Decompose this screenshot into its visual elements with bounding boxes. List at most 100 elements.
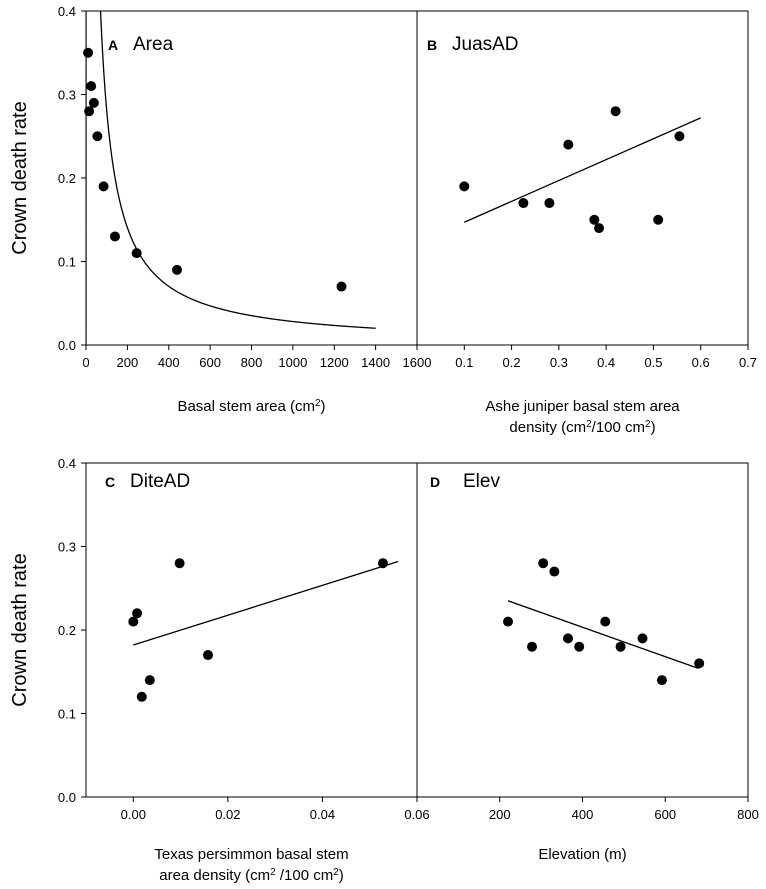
y-axis-label-top: Crown death rate [9,101,31,254]
data-point [574,641,585,652]
x-tick-label: 0.5 [644,355,662,370]
plot-area [464,117,701,223]
data-point [544,198,555,209]
panel-title: Elev [463,471,500,492]
data-point [459,181,470,192]
x-tick-label: 0.04 [310,807,335,822]
data-point [86,81,97,92]
plot-area [507,600,699,670]
data-point [674,131,685,142]
x-tick-label: 400 [158,355,180,370]
y-tick-label: 0.0 [58,790,76,805]
x-tick-label: 200 [489,807,511,822]
panel-letter: D [430,474,440,490]
plot-area [133,560,399,646]
fit-line [464,117,701,223]
y-tick-label: 0.2 [58,171,76,186]
data-point [109,231,120,242]
x-tick-label: 0.02 [215,807,240,822]
data-point [610,106,621,117]
x-tick-label: 1000 [278,355,307,370]
panel-a: 0 200 400 600 800 1000 1200 1400 1600 0.0 0.1 0.2 0.… [58,4,432,416]
data-point [615,641,626,652]
x-tick-label: 600 [654,807,676,822]
data-point [202,650,213,661]
data-point [694,658,705,669]
data-point [563,139,574,150]
x-axis-label: area density (cm2 /100 cm2) [159,867,344,885]
fit-line [507,600,699,670]
panel-c: 0.00 0.02 0.04 0.06 0.0 0.1 0.2 0.3 0.4 C DiteAD Te… [58,456,430,884]
data-point [84,106,95,117]
data-point [518,198,529,209]
data-point [563,633,574,644]
panel-b: 0.1 0.2 0.3 0.4 0.5 0.6 0.7 B JuasAD Ashe juniper… [416,10,757,437]
data-point [589,214,600,225]
plot-frame [85,10,418,346]
x-tick-label: 0.7 [739,355,757,370]
y-tick-label: 0.0 [58,338,76,353]
x-tick-label: 0.3 [550,355,568,370]
x-tick-label: 200 [117,355,139,370]
data-point [549,566,560,577]
data-point [527,641,538,652]
data-point [88,97,99,108]
plot-frame [416,10,749,346]
y-tick-label: 0.1 [58,255,76,270]
x-tick-label: 0.4 [597,355,615,370]
plot-frame [85,462,418,798]
data-point [128,616,139,627]
data-point [600,616,611,627]
y-axis-label-bottom: Crown death rate [9,553,31,706]
data-point [132,608,143,619]
data-point [98,181,109,192]
y-tick-label: 0.4 [58,4,76,19]
x-tick-label: 0.1 [455,355,473,370]
panel-d: 200 400 600 800 D Elev Elevation (m) [416,462,759,863]
panel-letter: B [427,37,437,53]
x-tick-label: 1200 [320,355,349,370]
x-tick-label: 0 [82,355,89,370]
x-tick-label: 0.6 [692,355,710,370]
data-point [92,131,103,142]
x-axis-label: Texas persimmon basal stem [154,846,348,863]
x-tick-label: 0.06 [404,807,429,822]
x-tick-label: 800 [737,807,759,822]
panels: 0 200 400 600 800 1000 1200 1400 16000.00.10.20.… [58,4,759,884]
x-axis-label: Basal stem area (cm2) [177,398,325,416]
y-tick-label: 0.3 [58,540,76,555]
x-tick-label: 0.2 [503,355,521,370]
panel-letter: C [105,474,115,490]
plot-area [86,11,376,345]
fit-curve [86,11,376,345]
data-point [538,558,549,569]
y-tick-label: 0.1 [58,707,76,722]
data-point [172,264,183,275]
y-tick-label: 0.3 [58,88,76,103]
data-point [594,223,605,234]
data-point [637,633,648,644]
plot-frame [416,462,749,798]
data-point [131,248,142,259]
y-tick-label: 0.4 [58,456,76,471]
x-axis-label: density (cm2/100 cm2) [509,419,655,437]
data-point [144,675,155,686]
x-axis-label: Elevation (m) [538,846,626,863]
x-tick-label: 600 [199,355,221,370]
x-tick-label: 1400 [361,355,390,370]
panel-title: Area [133,34,174,55]
x-tick-label: 1600 [403,355,432,370]
data-point [653,214,664,225]
panel-title: JuasAD [452,34,519,55]
data-point [377,558,388,569]
data-point [656,675,667,686]
data-point [136,691,147,702]
x-tick-label: 400 [572,807,594,822]
fit-line [133,560,399,646]
x-axis-label: Ashe juniper basal stem area [485,398,680,415]
panel-title: DiteAD [130,471,190,492]
data-point [174,558,185,569]
y-tick-label: 0.2 [58,623,76,638]
x-tick-label: 800 [241,355,263,370]
